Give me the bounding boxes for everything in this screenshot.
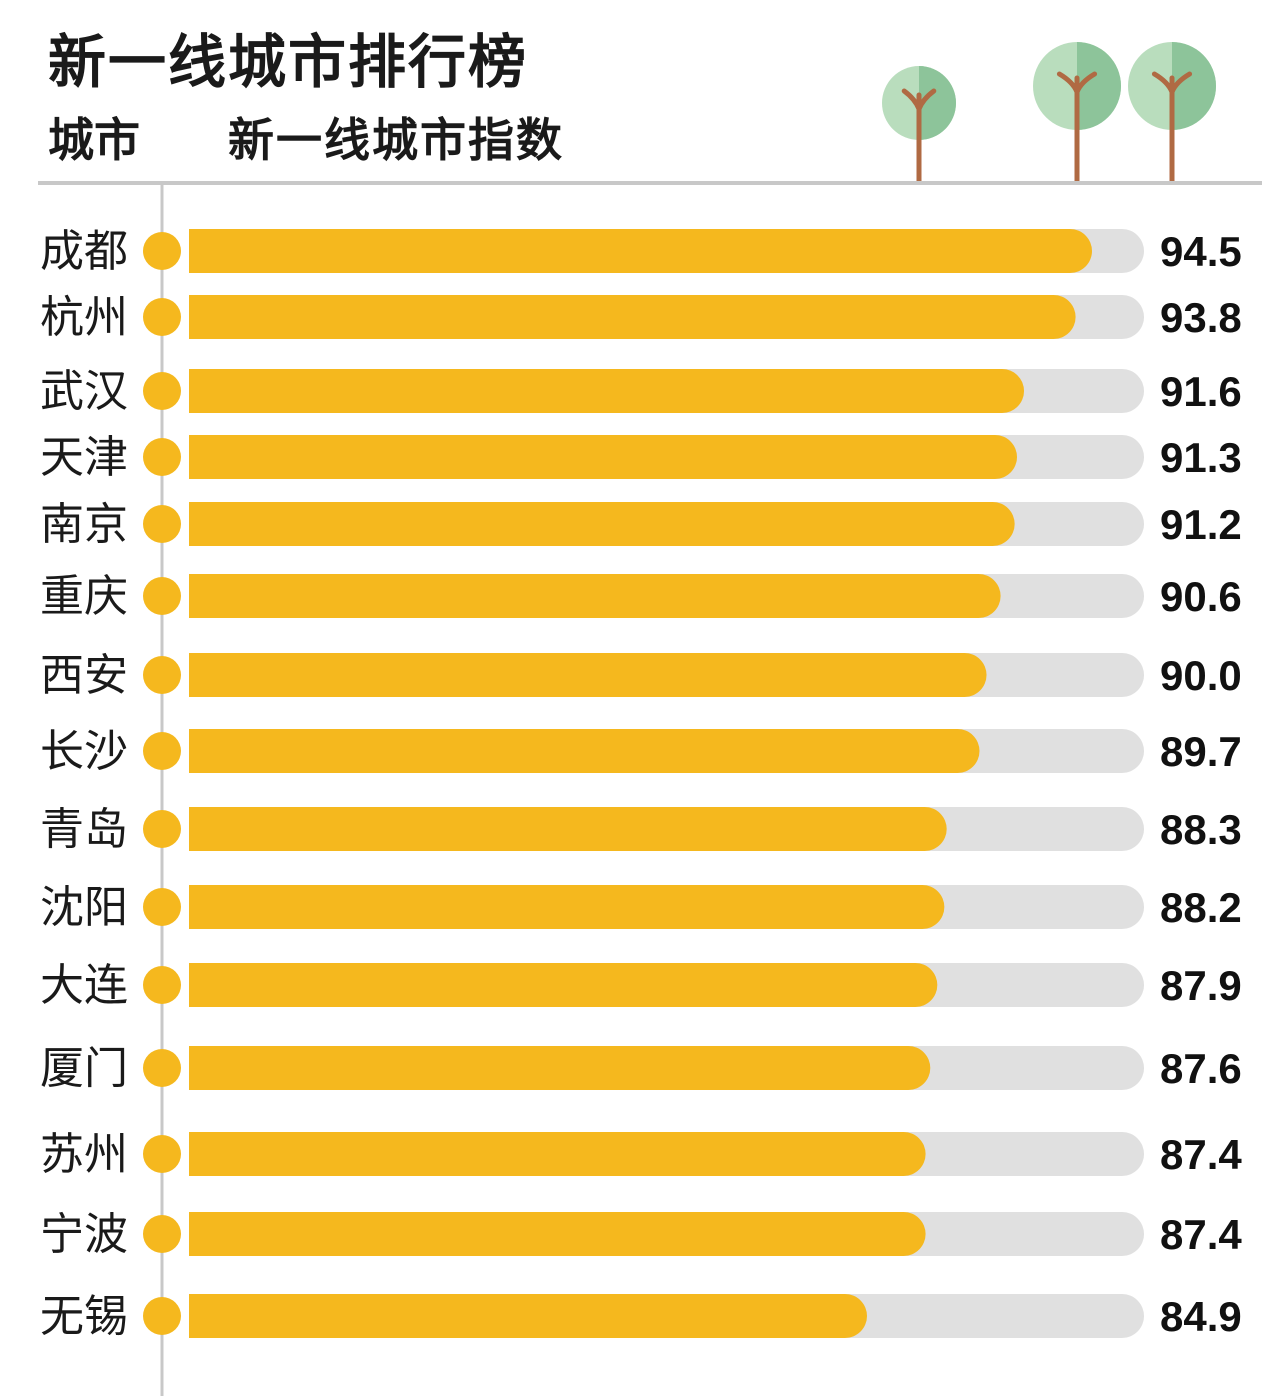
value-label: 91.3 — [1160, 434, 1242, 481]
category-label: 长沙 — [40, 726, 128, 777]
bar-left-cap — [189, 369, 233, 413]
bar — [189, 502, 1015, 546]
bar-row: 南京 91.2 — [40, 499, 1242, 550]
bar-row: 沈阳 88.2 — [40, 882, 1242, 933]
bar-row: 天津 91.3 — [40, 432, 1242, 483]
axis-dot — [143, 298, 181, 336]
bar-row: 西安 90.0 — [40, 650, 1242, 701]
bar — [189, 1212, 926, 1256]
value-label: 88.3 — [1160, 806, 1242, 853]
category-label: 大连 — [40, 960, 128, 1011]
tree-icon — [1033, 42, 1121, 184]
axis-dot — [143, 1135, 181, 1173]
value-label: 87.4 — [1160, 1131, 1242, 1178]
bar-row: 大连 87.9 — [40, 960, 1242, 1011]
bar-left-cap — [189, 502, 233, 546]
bar — [189, 435, 1017, 479]
bar-left-cap — [189, 295, 233, 339]
category-label: 无锡 — [40, 1291, 128, 1342]
bar — [189, 729, 980, 773]
bar — [189, 653, 987, 697]
category-label: 重庆 — [40, 571, 128, 622]
category-label: 沈阳 — [40, 882, 128, 933]
axis-dot — [143, 810, 181, 848]
bar-left-cap — [189, 653, 233, 697]
bar — [189, 369, 1025, 413]
axis-dot — [143, 888, 181, 926]
value-label: 88.2 — [1160, 884, 1242, 931]
category-label: 武汉 — [40, 366, 128, 417]
category-label: 厦门 — [40, 1043, 128, 1094]
bar — [189, 295, 1076, 339]
value-label: 87.9 — [1160, 962, 1242, 1009]
bar-left-cap — [189, 963, 233, 1007]
value-label: 87.6 — [1160, 1045, 1242, 1092]
bar-left-cap — [189, 229, 233, 273]
value-label: 90.6 — [1160, 573, 1242, 620]
tree-decorations — [882, 42, 1216, 184]
value-label: 91.2 — [1160, 501, 1242, 548]
bar-row: 厦门 87.6 — [40, 1043, 1242, 1094]
value-label: 89.7 — [1160, 728, 1242, 775]
bar-row: 宁波 87.4 — [40, 1209, 1242, 1260]
category-label: 青岛 — [40, 804, 128, 855]
bar-row: 青岛 88.3 — [40, 804, 1242, 855]
value-label: 93.8 — [1160, 294, 1242, 341]
bar-left-cap — [189, 729, 233, 773]
tree-icon — [1128, 42, 1216, 184]
bar-row: 武汉 91.6 — [40, 366, 1242, 417]
column-header-index: 新一线城市指数 — [228, 113, 564, 167]
bar-left-cap — [189, 1212, 233, 1256]
bar — [189, 885, 945, 929]
axis-dot — [143, 656, 181, 694]
bar-left-cap — [189, 1046, 233, 1090]
bar-left-cap — [189, 807, 233, 851]
category-label: 宁波 — [40, 1209, 128, 1260]
category-label: 苏州 — [40, 1129, 128, 1180]
bar-left-cap — [189, 435, 233, 479]
bar — [189, 1046, 931, 1090]
bar-left-cap — [189, 1294, 233, 1338]
value-label: 90.0 — [1160, 652, 1242, 699]
bar-row: 无锡 84.9 — [40, 1291, 1242, 1342]
axis-dot — [143, 1297, 181, 1335]
axis-dot — [143, 505, 181, 543]
value-label: 87.4 — [1160, 1211, 1242, 1258]
bar — [189, 963, 938, 1007]
bar-row: 长沙 89.7 — [40, 726, 1242, 777]
bar — [189, 1294, 867, 1338]
axis-dot — [143, 732, 181, 770]
category-label: 西安 — [40, 650, 128, 701]
bar-left-cap — [189, 574, 233, 618]
axis-dot — [143, 1215, 181, 1253]
axis-dot — [143, 372, 181, 410]
axis-dot — [143, 577, 181, 615]
bar-row: 重庆 90.6 — [40, 571, 1242, 622]
bar-rows: 成都 94.5 杭州 93.8 武汉 91.6 天津 91.3 南京 91.2 重庆 90.6 西安 90… — [40, 226, 1242, 1342]
value-label: 84.9 — [1160, 1293, 1242, 1340]
category-label: 杭州 — [40, 292, 128, 343]
bar-left-cap — [189, 1132, 233, 1176]
bar — [189, 1132, 926, 1176]
column-header-city: 城市 — [48, 113, 140, 167]
value-label: 91.6 — [1160, 368, 1242, 415]
bar-left-cap — [189, 885, 233, 929]
bar-row: 成都 94.5 — [40, 226, 1242, 277]
value-label: 94.5 — [1160, 228, 1242, 275]
axis-dot — [143, 1049, 181, 1087]
bar — [189, 229, 1092, 273]
bar — [189, 807, 947, 851]
axis-dot — [143, 232, 181, 270]
category-label: 南京 — [40, 499, 128, 550]
page-title: 新一线城市排行榜 — [48, 28, 529, 96]
axis-dot — [143, 438, 181, 476]
axis-dot — [143, 966, 181, 1004]
category-label: 成都 — [40, 226, 128, 277]
tree-icon — [882, 66, 956, 184]
category-label: 天津 — [40, 432, 128, 483]
bar — [189, 574, 1001, 618]
bar-row: 杭州 93.8 — [40, 292, 1242, 343]
bar-row: 苏州 87.4 — [40, 1129, 1242, 1180]
